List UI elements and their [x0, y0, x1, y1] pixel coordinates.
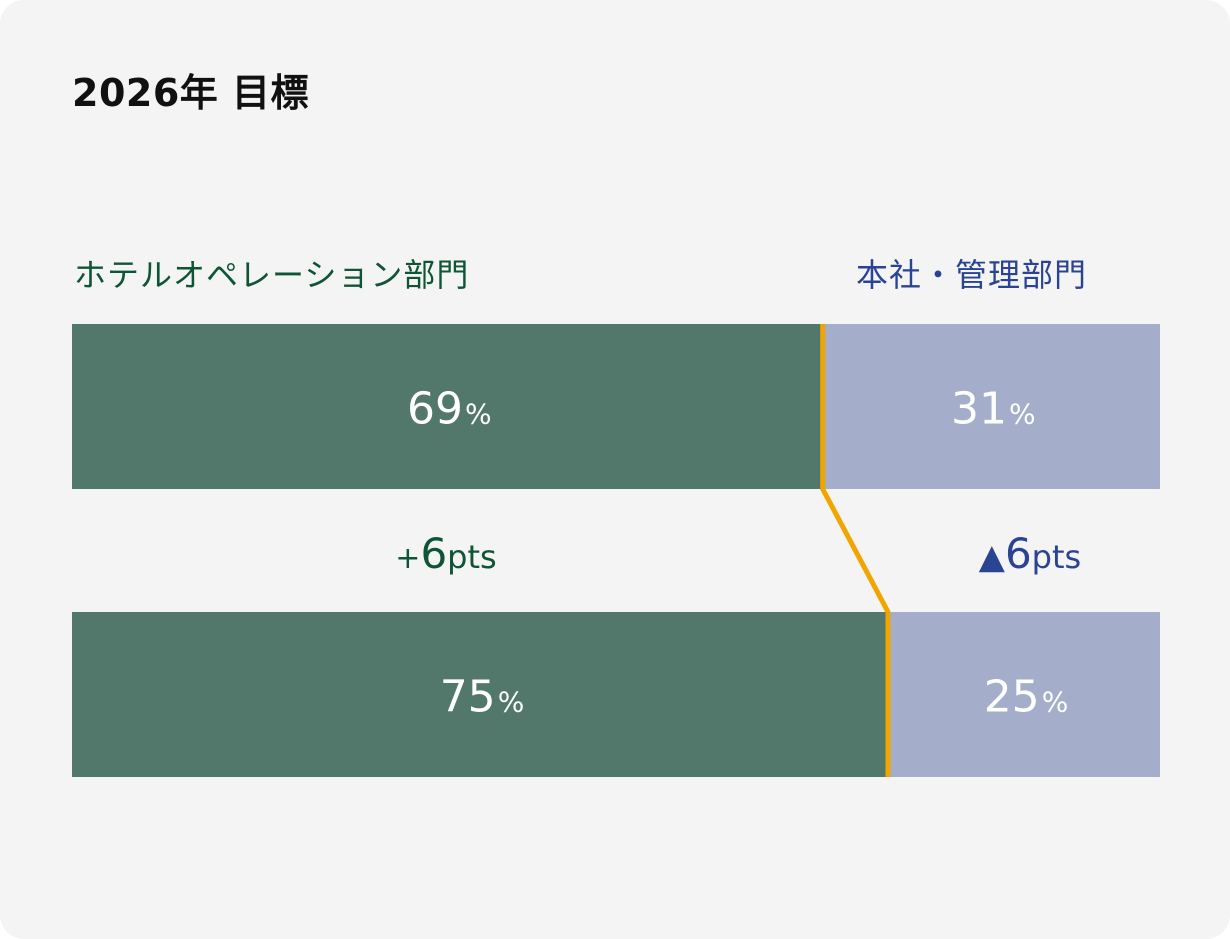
chart-title: 2026年 目標	[72, 71, 309, 115]
category-label-hotel-operations: ホテルオペレーション部門	[74, 256, 470, 294]
value-label-headquarters-1: 31%	[951, 384, 1036, 435]
bar-segment-headquarters-1	[822, 324, 1160, 489]
value-label-headquarters-2: 25%	[984, 672, 1069, 723]
bar-segment-headquarters-2	[888, 612, 1160, 777]
value-label-hotel-2: 75%	[440, 672, 525, 723]
bar-segment-hotel-2	[72, 612, 888, 777]
bar-segment-hotel-1	[72, 324, 823, 489]
value-label-hotel-1: 69%	[407, 384, 492, 435]
category-label-headquarters: 本社・管理部門	[856, 256, 1088, 294]
delta-label-headquarters: ▲6pts	[979, 529, 1081, 578]
delta-label-hotel: +6pts	[395, 529, 496, 578]
split-divider-line	[820, 324, 891, 777]
